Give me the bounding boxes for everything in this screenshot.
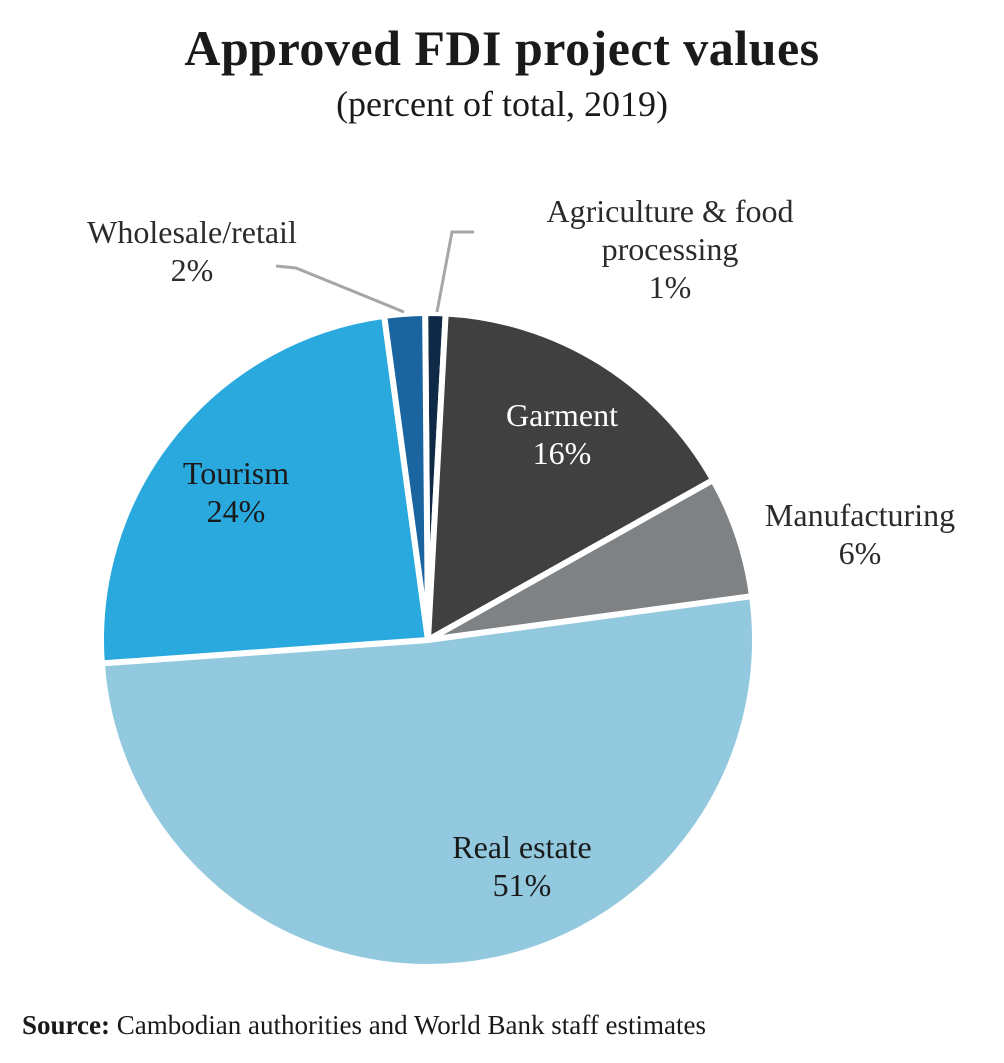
- pie-slice-tourism: [98, 312, 431, 667]
- data-label-name-agriculture-food-processing: Agriculture & food: [546, 193, 793, 229]
- source-note: Source: Cambodian authorities and World …: [22, 1008, 706, 1042]
- data-label-name-wholesale-retail: Wholesale/retail: [87, 214, 297, 250]
- data-label-name-real-estate: Real estate: [452, 829, 591, 865]
- data-label-value-wholesale-retail: 2%: [171, 252, 214, 288]
- data-label-name-tourism: Tourism: [183, 455, 289, 491]
- data-label-value-tourism: 24%: [207, 493, 266, 529]
- leader-line-wholesale-retail: [275, 264, 405, 314]
- leader-line-agriculture-food-processing: [435, 230, 474, 313]
- data-label-value-manufacturing: 6%: [839, 535, 882, 571]
- pie-slice-real-estate: [98, 593, 758, 970]
- chart-subtitle: (percent of total, 2019): [336, 84, 668, 124]
- data-label-name-agriculture-food-processing: processing: [602, 231, 739, 267]
- data-label-value-garment: 16%: [533, 435, 592, 471]
- source-label: Source:: [22, 1010, 110, 1040]
- pie-slice-wholesale-retail: [381, 310, 431, 643]
- data-label-name-manufacturing: Manufacturing: [765, 497, 955, 533]
- data-label-value-agriculture-food-processing: 1%: [649, 269, 692, 305]
- chart-title: Approved FDI project values: [184, 20, 820, 76]
- pie-slice-garment: [425, 310, 717, 643]
- data-label-name-garment: Garment: [506, 397, 618, 433]
- data-label-value-real-estate: 51%: [493, 867, 552, 903]
- source-text: Cambodian authorities and World Bank sta…: [116, 1010, 706, 1040]
